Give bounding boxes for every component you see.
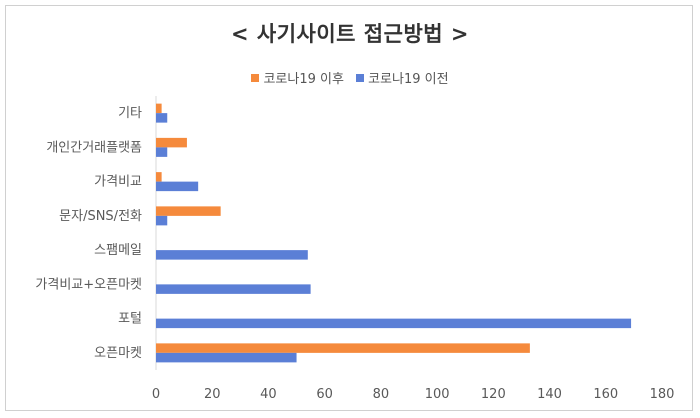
legend-item-after: 코로나19 이후: [251, 68, 344, 87]
category-label: 가격비교: [94, 175, 142, 190]
x-tick-label: 140: [537, 387, 562, 402]
legend-item-before: 코로나19 이전: [356, 68, 449, 87]
category-label: 오픈마켓: [94, 346, 142, 361]
x-tick-label: 180: [650, 387, 675, 402]
bar-after: [156, 103, 162, 114]
bar-before: [156, 113, 168, 123]
legend-swatch-after: [251, 73, 260, 82]
bar-before: [156, 147, 168, 157]
category-label: 문자/SNS/전화: [59, 209, 142, 224]
legend-label-before: 코로나19 이전: [368, 72, 449, 87]
chart-frame: [5, 5, 693, 411]
bar-before: [156, 318, 632, 329]
legend-swatch-before: [356, 73, 365, 82]
bar-before: [156, 250, 308, 260]
category-label: 스팸메일: [94, 243, 142, 258]
bar-before: [156, 215, 168, 226]
x-tick-label: 60: [316, 387, 333, 402]
bar-before: [156, 284, 311, 294]
category-label: 포털: [118, 312, 142, 327]
legend-label-after: 코로나19 이후: [263, 72, 344, 87]
x-tick-label: 40: [260, 387, 277, 402]
bar-before: [156, 352, 297, 363]
bar-after: [156, 172, 162, 182]
x-tick-label: 100: [425, 387, 450, 402]
bar-before: [156, 181, 199, 192]
category-label: 개인간거래플랫폼: [46, 140, 142, 155]
bar-after: [156, 343, 530, 353]
x-tick-label: 120: [481, 387, 506, 402]
x-tick-label: 80: [373, 387, 390, 402]
x-tick-label: 20: [204, 387, 221, 402]
chart-title: < 사기사이트 접근방법 >: [230, 22, 469, 46]
bar-after: [156, 137, 187, 148]
bar-after: [156, 206, 221, 216]
category-label: 기타: [118, 106, 142, 121]
x-tick-label: 0: [152, 387, 160, 402]
category-label: 가격비교+오픈마켓: [35, 277, 142, 292]
chart-legend: 코로나19 이후 코로나19 이전: [0, 68, 700, 87]
x-tick-label: 160: [593, 387, 618, 402]
